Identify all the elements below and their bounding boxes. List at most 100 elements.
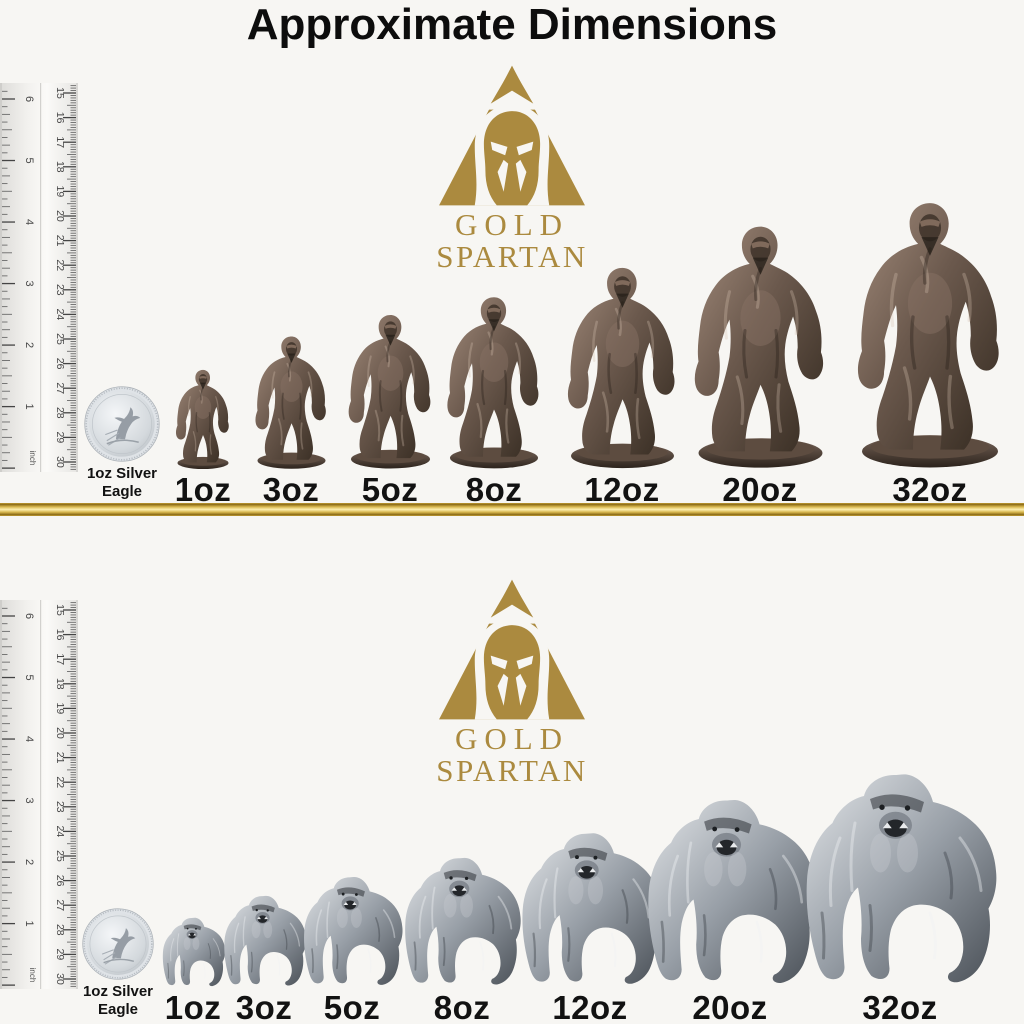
ruler-inch-number: 4	[23, 736, 35, 742]
weight-label-gorilla-20oz: 20oz	[692, 989, 768, 1024]
weight-label-gorilla-8oz: 8oz	[433, 989, 491, 1024]
ruler-unit-label: inch	[28, 968, 37, 983]
ruler-cm-number: 27	[54, 382, 66, 394]
figurine-bigfoot-32oz-shape	[858, 203, 999, 467]
gorilla-section: GOLD SPARTAN 15 16 17 18 19 20 21 22 23 24 25 26 27 2…	[0, 518, 1024, 1024]
ruler-inch-number: 1	[23, 921, 35, 927]
ruler-cm-number: 19	[54, 703, 66, 715]
ruler-cm-number: 21	[54, 235, 66, 247]
figurine-gorilla-32oz-shape	[807, 774, 997, 982]
ruler-inch-number: 2	[23, 342, 35, 348]
brand-word-spartan: SPARTAN	[436, 752, 588, 788]
figurine-gorilla-32oz	[795, 763, 1005, 988]
silver-eagle-coin	[82, 908, 154, 980]
figurine-bigfoot-1oz-shape	[176, 370, 229, 469]
spartan-helmet-icon	[436, 64, 588, 207]
figurine-gorilla-8oz-shape	[405, 858, 521, 985]
ruler-cm-number: 15	[54, 604, 66, 616]
figurine-bigfoot-12oz-shape	[567, 268, 674, 468]
ruler-inch-number: 6	[23, 96, 35, 102]
ruler-cm-number: 25	[54, 333, 66, 345]
weight-label-bigfoot-1oz: 1oz	[174, 471, 232, 508]
figurine-bigfoot-3oz-shape	[255, 337, 325, 469]
ruler-inch-number: 3	[23, 797, 35, 803]
ruler-cm-number: 26	[54, 358, 66, 370]
brand-word-gold: GOLD	[454, 207, 570, 242]
bigfoot-section: GOLD SPARTAN 15 16 17 18 19 20 21 22 23 24 25 26 27 2…	[0, 0, 1024, 508]
ruler-cm-number: 20	[54, 210, 66, 222]
ruler-inch-number: 2	[23, 859, 35, 865]
ruler-cm-number: 29	[54, 432, 66, 444]
figurine-bigfoot-5oz	[341, 312, 440, 470]
ruler-inch-number: 5	[23, 674, 35, 680]
ruler-cm-number: 22	[54, 259, 66, 271]
ruler-cm-number: 28	[54, 407, 66, 419]
ruler-cm-number: 24	[54, 309, 66, 321]
figurine-bigfoot-32oz	[845, 198, 1015, 470]
figurine-bigfoot-5oz-shape	[348, 315, 430, 469]
ruler-cm-number: 19	[54, 186, 66, 198]
ruler-graphic: 15161718192021222324252627282930654321in…	[0, 83, 78, 472]
ruler-cm-number: 23	[54, 801, 66, 813]
weight-label-bigfoot-32oz: 32oz	[892, 471, 968, 508]
weight-label-gorilla-3oz: 3oz	[235, 989, 293, 1024]
ruler-cm-number: 17	[54, 653, 66, 665]
ruler-unit-label: inch	[28, 451, 37, 466]
gold-divider	[0, 503, 1024, 516]
ruler-cm-number: 26	[54, 875, 66, 887]
figurine-gorilla-1oz-shape	[162, 918, 224, 986]
figurine-gorilla-20oz-shape	[648, 800, 815, 983]
ruler-cm-number: 17	[54, 136, 66, 148]
figurine-bigfoot-20oz	[683, 222, 838, 470]
ruler-cm-number: 22	[54, 776, 66, 788]
figurine-gorilla-8oz	[398, 851, 526, 988]
figurine-bigfoot-12oz	[558, 264, 687, 470]
ruler-inch-number: 5	[23, 157, 35, 163]
spartan-helmet-icon	[436, 578, 588, 721]
figurine-bigfoot-20oz-shape	[694, 227, 822, 468]
gold-spartan-logo-top: GOLD SPARTAN	[362, 64, 662, 272]
ruler-cm-number: 28	[54, 924, 66, 936]
figurine-bigfoot-1oz	[171, 368, 235, 470]
ruler-cm-number: 29	[54, 949, 66, 961]
ruler-inch-number: 3	[23, 280, 35, 286]
weight-label-gorilla-1oz: 1oz	[164, 989, 222, 1024]
ruler-cm-number: 30	[54, 973, 66, 985]
weight-label-bigfoot-20oz: 20oz	[722, 471, 798, 508]
ruler-cm-number: 24	[54, 826, 66, 838]
ruler-inch-number: 4	[23, 219, 35, 225]
ruler-cm-number: 27	[54, 899, 66, 911]
ruler-inch-number: 6	[23, 613, 35, 619]
figurine-bigfoot-8oz	[439, 294, 549, 470]
coin-label: 1oz Silver Eagle	[82, 983, 154, 1018]
ruler: 15 16 17 18 19 20 21 22 23 24 25 26 27 28 29 30 6 5 4 3 2 1 in…	[0, 83, 78, 477]
silver-eagle-coin	[84, 386, 160, 462]
figurine-gorilla-5oz-shape	[304, 877, 402, 985]
page-title: Approximate Dimensions	[246, 0, 778, 49]
weight-label-bigfoot-8oz: 8oz	[465, 471, 523, 508]
figurine-gorilla-5oz	[298, 871, 407, 988]
figurine-gorilla-1oz	[159, 914, 228, 988]
ruler-cm-number: 16	[54, 112, 66, 124]
weight-label-bigfoot-3oz: 3oz	[262, 471, 320, 508]
weight-label-gorilla-5oz: 5oz	[323, 989, 381, 1024]
figurine-gorilla-3oz-shape	[224, 896, 306, 986]
figurine-gorilla-3oz	[219, 891, 310, 988]
figurine-bigfoot-8oz-shape	[447, 297, 538, 468]
weight-label-gorilla-32oz: 32oz	[862, 989, 938, 1024]
weight-label-bigfoot-5oz: 5oz	[361, 471, 419, 508]
brand-word-spartan: SPARTAN	[436, 238, 588, 274]
ruler-cm-number: 25	[54, 850, 66, 862]
gold-spartan-logo-bottom: GOLD SPARTAN	[362, 578, 662, 786]
ruler-cm-number: 30	[54, 456, 66, 468]
ruler-cm-number: 20	[54, 727, 66, 739]
silver-eagle-coin-shape	[83, 909, 154, 980]
brand-word-gold: GOLD	[454, 721, 570, 756]
ruler-cm-number: 21	[54, 752, 66, 764]
ruler-cm-number: 18	[54, 678, 66, 690]
ruler-inch-number: 1	[23, 404, 35, 410]
ruler-cm-number: 15	[54, 87, 66, 99]
figurine-bigfoot-3oz	[249, 334, 334, 470]
ruler-cm-number: 16	[54, 629, 66, 641]
